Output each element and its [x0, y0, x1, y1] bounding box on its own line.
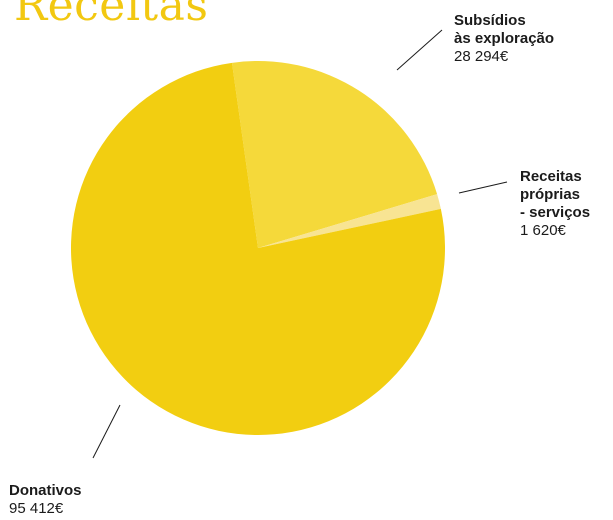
- leader-line-subsidios: [396, 29, 443, 71]
- slice-donativos: [70, 62, 445, 436]
- label-subsidios-name-1: Subsídios: [454, 12, 526, 29]
- leader-line-donativos: [92, 404, 121, 459]
- pie-slices: [70, 60, 445, 436]
- label-receitas-name-3: - serviços: [520, 204, 591, 221]
- label-donativos: Donativos 95 412€: [9, 482, 82, 518]
- label-receitas-name-1: Receitas: [520, 168, 582, 185]
- label-donativos-value: 95 412€: [9, 500, 64, 517]
- label-receitas-proprias: Receitas próprias - serviços 1 620€: [520, 168, 590, 240]
- label-receitas-name-2: próprias: [520, 186, 581, 203]
- chart-title: Receitas: [14, 0, 209, 31]
- leader-lines: [92, 29, 508, 459]
- label-subsidios-value: 28 294€: [454, 48, 509, 65]
- slice-subsidios: [231, 60, 438, 248]
- label-receitas-value: 1 620€: [520, 222, 566, 239]
- label-subsidios-name-2: às exploração: [454, 30, 555, 47]
- leader-line-receitas: [458, 181, 508, 194]
- label-subsidios: Subsídios às exploração 28 294€: [454, 12, 554, 66]
- label-donativos-name: Donativos: [9, 482, 82, 499]
- slice-receitas-proprias: [258, 194, 441, 248]
